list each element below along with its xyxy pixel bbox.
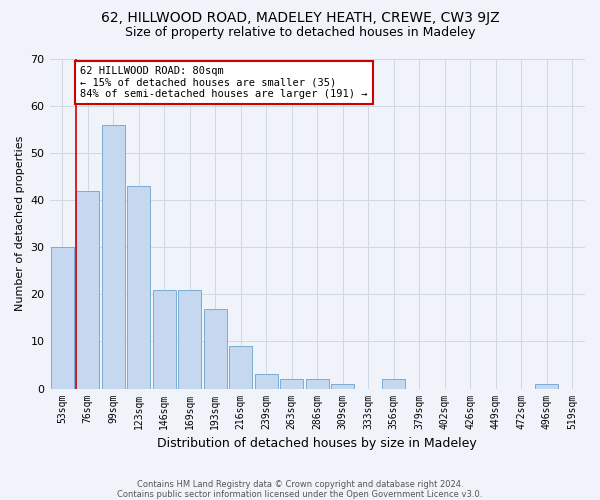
Bar bbox=[382, 379, 405, 388]
Text: Contains HM Land Registry data © Crown copyright and database right 2024.
Contai: Contains HM Land Registry data © Crown c… bbox=[118, 480, 482, 499]
Text: 62 HILLWOOD ROAD: 80sqm
← 15% of detached houses are smaller (35)
84% of semi-de: 62 HILLWOOD ROAD: 80sqm ← 15% of detache… bbox=[80, 66, 368, 100]
Bar bbox=[306, 379, 329, 388]
Bar bbox=[127, 186, 150, 388]
Bar bbox=[102, 125, 125, 388]
Bar bbox=[51, 248, 74, 388]
Text: Size of property relative to detached houses in Madeley: Size of property relative to detached ho… bbox=[125, 26, 475, 39]
Bar bbox=[331, 384, 354, 388]
Y-axis label: Number of detached properties: Number of detached properties bbox=[15, 136, 25, 312]
Bar bbox=[178, 290, 201, 388]
Bar bbox=[204, 308, 227, 388]
Bar bbox=[255, 374, 278, 388]
Bar bbox=[76, 191, 99, 388]
Bar bbox=[229, 346, 252, 389]
Bar bbox=[280, 379, 303, 388]
Text: 62, HILLWOOD ROAD, MADELEY HEATH, CREWE, CW3 9JZ: 62, HILLWOOD ROAD, MADELEY HEATH, CREWE,… bbox=[101, 11, 499, 25]
Bar bbox=[535, 384, 558, 388]
Bar bbox=[153, 290, 176, 388]
X-axis label: Distribution of detached houses by size in Madeley: Distribution of detached houses by size … bbox=[157, 437, 477, 450]
